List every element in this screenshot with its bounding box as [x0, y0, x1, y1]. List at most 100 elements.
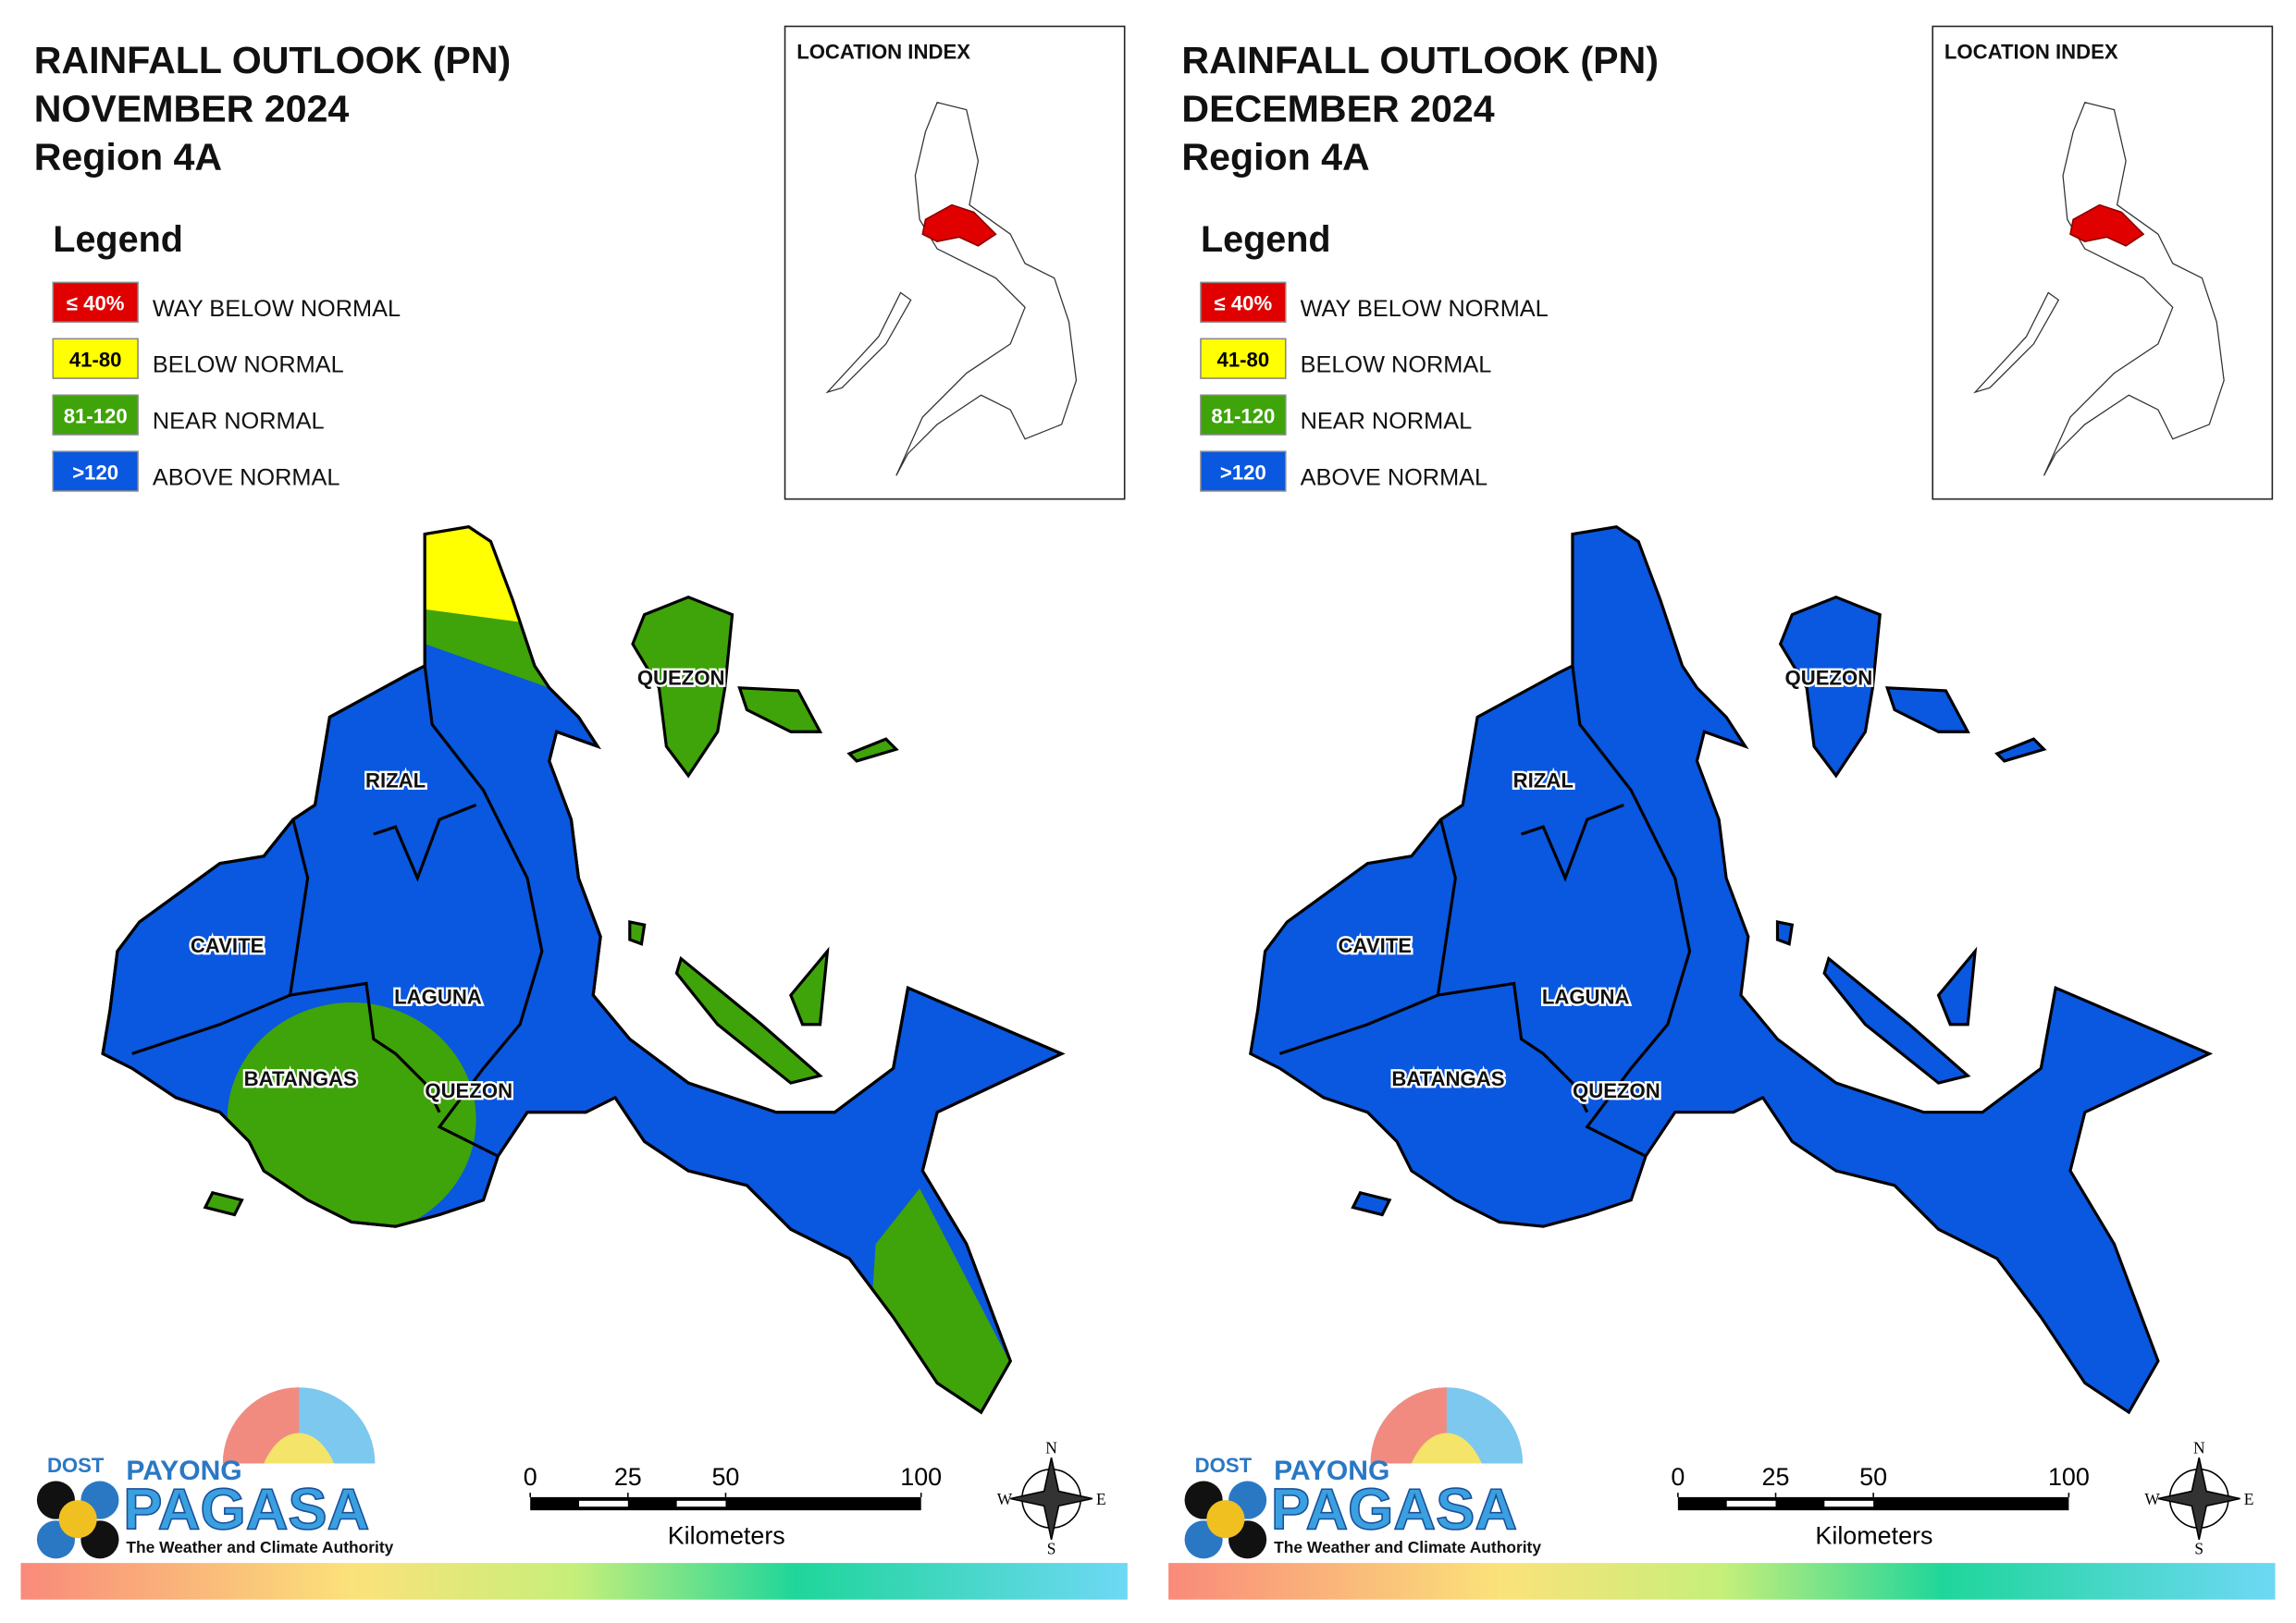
inset-country [825, 102, 1078, 476]
logo-dost: DOST [47, 1454, 105, 1477]
region-map [1249, 525, 2211, 1414]
inset-frame [784, 25, 1126, 500]
logo-tagline: The Weather and Climate Authority [1274, 1538, 1541, 1556]
legend-swatch [52, 281, 139, 323]
legend-swatch [52, 450, 139, 492]
legend-code: 81-120 [64, 404, 128, 427]
legend-code: >120 [1220, 461, 1266, 484]
scale-segment [578, 1500, 628, 1507]
scale-unit: Kilometers [1815, 1522, 1932, 1550]
compass-letter: N [1045, 1438, 1057, 1457]
scale-unit: Kilometers [668, 1522, 785, 1550]
zone-near-normal [227, 1002, 476, 1237]
legend-label: BELOW NORMAL [1301, 352, 1492, 378]
province-label: QUEZON [425, 1079, 512, 1102]
zone-near-normal [410, 607, 549, 688]
logo-umbrella [264, 1432, 335, 1464]
scale-tick-label: 0 [1671, 1463, 1685, 1491]
legend-title: Legend [1201, 219, 1331, 260]
legend-label: NEAR NORMAL [153, 409, 325, 435]
province-label: RIZAL [365, 768, 426, 792]
title-line: RAINFALL OUTLOOK (PN) [1181, 39, 1659, 81]
scale-segment [1726, 1500, 1776, 1507]
inset-country [1973, 102, 2225, 476]
province-label: QUEZON [1785, 667, 1873, 690]
title-line: Region 4A [1181, 136, 1369, 178]
legend-code: >120 [72, 461, 118, 484]
compass-star [1010, 1457, 1093, 1540]
legend-code: 41-80 [1217, 348, 1270, 371]
province-boundary [131, 665, 544, 1158]
scale-tick-label: 0 [524, 1463, 537, 1491]
inset-frame [1932, 25, 2274, 500]
inset-highlight [2069, 203, 2145, 247]
province-label: BATANGAS [244, 1067, 357, 1090]
compass-letter: S [2194, 1540, 2203, 1558]
compass-star [2157, 1457, 2240, 1540]
color-band [1168, 1563, 2276, 1600]
province-label: QUEZON [637, 667, 725, 690]
title-line: DECEMBER 2024 [1181, 87, 1494, 129]
scale-tick-label: 25 [614, 1463, 642, 1491]
region-map [101, 525, 1064, 1414]
legend-label: NEAR NORMAL [1301, 409, 1473, 435]
legend-label: ABOVE NORMAL [1301, 465, 1488, 491]
legend-label: BELOW NORMAL [153, 352, 344, 378]
inset-highlight [921, 203, 997, 247]
province-label: CAVITE [191, 934, 265, 957]
scale-segment [676, 1500, 726, 1507]
legend-swatch [1200, 281, 1287, 323]
scale-segment [1824, 1500, 1874, 1507]
scale-tick-label: 25 [1762, 1463, 1790, 1491]
province-label: LAGUNA [394, 986, 482, 1009]
logo-seal [1206, 1500, 1245, 1539]
legend-label: ABOVE NORMAL [153, 465, 340, 491]
legend-code: 81-120 [1211, 404, 1275, 427]
compass-letter: W [997, 1490, 1013, 1508]
map-panel: RAINFALL OUTLOOK (PN) NOVEMBER 2024 Region… [20, 25, 1128, 1600]
legend-swatch [1200, 450, 1287, 492]
color-band [20, 1563, 1128, 1600]
compass-letter: E [1096, 1490, 1106, 1508]
inset-title: LOCATION INDEX [1944, 40, 2118, 63]
logo-seal [58, 1500, 97, 1539]
scale-tick-label: 50 [1859, 1463, 1887, 1491]
title-line: Region 4A [34, 136, 222, 178]
map-panel: RAINFALL OUTLOOK (PN) DECEMBER 2024 Region… [1168, 25, 2276, 1600]
logo-pagasa: PAGASA [1271, 1478, 1517, 1543]
legend-code: ≤ 40% [67, 291, 125, 314]
province-label: RIZAL [1513, 768, 1574, 792]
legend-title: Legend [53, 219, 183, 260]
compass-letter: E [2244, 1490, 2254, 1508]
legend-code: ≤ 40% [1215, 291, 1273, 314]
logo-umbrella [1411, 1432, 1482, 1464]
logo-dost: DOST [1195, 1454, 1253, 1477]
scale-tick-label: 100 [900, 1463, 942, 1491]
logo-payong: PAYONG [1274, 1456, 1389, 1486]
region-mainland [1249, 525, 2211, 1414]
province-label: LAGUNA [1542, 986, 1630, 1009]
legend-label: WAY BELOW NORMAL [1301, 296, 1549, 322]
legend-code: 41-80 [69, 348, 122, 371]
logo-pagasa: PAGASA [123, 1478, 369, 1543]
legend-swatch [52, 338, 139, 379]
compass-letter: N [2193, 1438, 2205, 1457]
compass-letter: W [2144, 1490, 2160, 1508]
legend-swatch [1200, 394, 1287, 436]
province-label: CAVITE [1339, 934, 1413, 957]
logo-tagline: The Weather and Climate Authority [126, 1538, 393, 1556]
legend-label: WAY BELOW NORMAL [153, 296, 401, 322]
compass-letter: S [1047, 1540, 1056, 1558]
inset-title: LOCATION INDEX [796, 40, 970, 63]
province-boundary [1278, 665, 1692, 1158]
logo-payong: PAYONG [126, 1456, 241, 1486]
title-line: NOVEMBER 2024 [34, 87, 350, 129]
province-label: BATANGAS [1391, 1067, 1504, 1090]
title-line: RAINFALL OUTLOOK (PN) [34, 39, 512, 81]
scale-tick-label: 100 [2048, 1463, 2090, 1491]
scale-tick-label: 50 [711, 1463, 739, 1491]
legend-swatch [1200, 338, 1287, 379]
province-label: QUEZON [1573, 1079, 1660, 1102]
